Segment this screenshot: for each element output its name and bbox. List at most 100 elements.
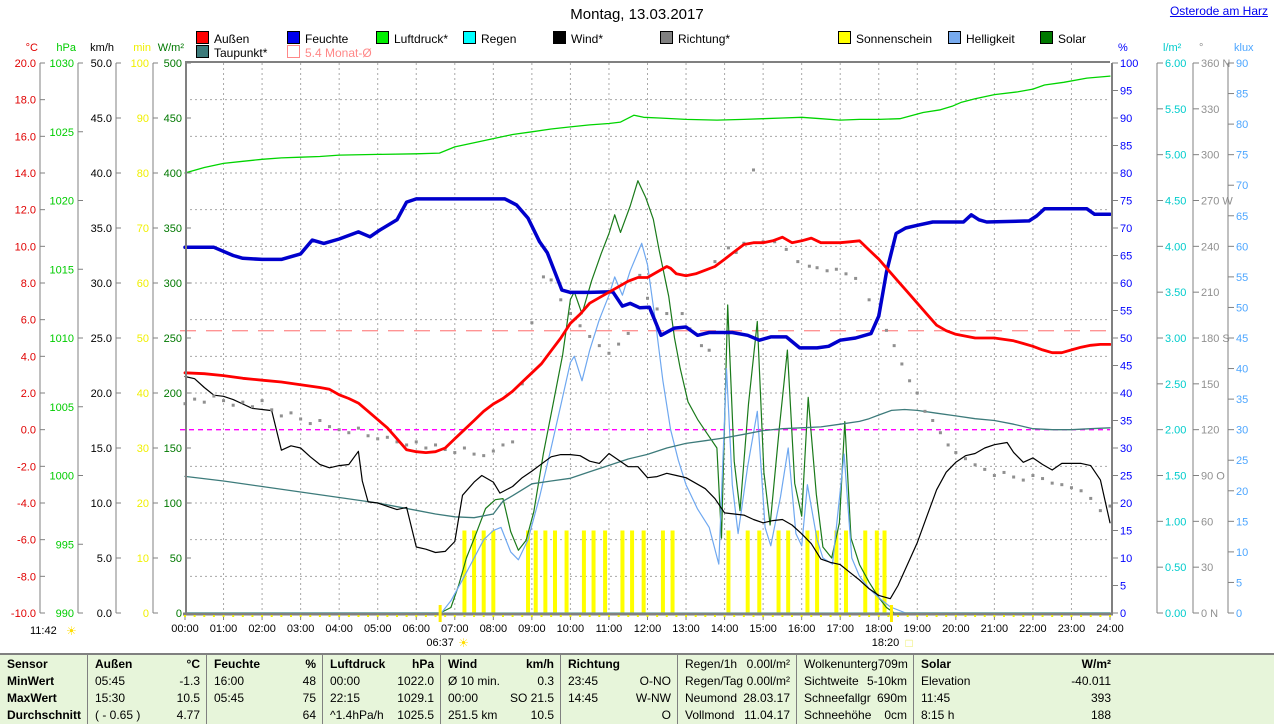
svg-text:25.0: 25.0 bbox=[91, 333, 112, 345]
svg-text:4.50: 4.50 bbox=[1165, 196, 1186, 208]
svg-text:95: 95 bbox=[1120, 86, 1132, 98]
svg-text:150: 150 bbox=[164, 443, 182, 455]
svg-text:0 N: 0 N bbox=[1201, 608, 1218, 620]
table-cell: 14:45 W-NW bbox=[568, 691, 671, 705]
svg-text:6.0: 6.0 bbox=[21, 315, 36, 327]
svg-text:70: 70 bbox=[137, 223, 149, 235]
svg-text:20: 20 bbox=[1120, 498, 1132, 510]
legend-item-monat[interactable]: 5.4 Monat-Ø bbox=[287, 45, 372, 60]
table-col-sensor: Sensor MinWert MaxWert Durchschnitt bbox=[0, 655, 87, 724]
legend-item-helligkeit[interactable]: Helligkeit bbox=[948, 31, 1015, 46]
table-cell: Wolkenunterg 709m bbox=[804, 657, 908, 671]
sun-markers: 06:37 ☀ 18:20 □ 11:42 ☀ bbox=[30, 605, 913, 650]
axis-temp: -10.0 -8.0 -6.0 -4.0 -2.0 0.0 2.0 4.0 6.0 8.0 10.0… bbox=[11, 42, 45, 620]
svg-text:1030: 1030 bbox=[50, 58, 74, 70]
svg-text:75: 75 bbox=[1236, 150, 1248, 162]
legend-swatch-regen-icon bbox=[463, 31, 476, 44]
svg-text:300: 300 bbox=[164, 278, 182, 290]
legend-label: Sonnenschein bbox=[856, 32, 933, 46]
svg-text:45: 45 bbox=[1120, 361, 1132, 373]
legend-label: Richtung* bbox=[678, 32, 731, 46]
svg-text:8.0: 8.0 bbox=[21, 278, 36, 290]
legend-item-richtung[interactable]: Richtung* bbox=[660, 31, 731, 46]
svg-text:1000: 1000 bbox=[50, 471, 74, 483]
svg-text:90: 90 bbox=[1120, 113, 1132, 125]
legend-item-taupunkt[interactable]: Taupunkt* bbox=[196, 45, 267, 60]
svg-text:13:00: 13:00 bbox=[672, 623, 700, 635]
legend-swatch-taupunkt-icon bbox=[196, 45, 209, 58]
table-cell: Elevation -40.011 bbox=[921, 674, 1111, 688]
axis-lm2: 0.00 0.50 1.00 1.50 2.00 2.50 3.00 3.50 4.00 4.50… bbox=[1156, 42, 1186, 620]
legend-item-aussen[interactable]: Außen bbox=[196, 31, 249, 46]
svg-text:-4.0: -4.0 bbox=[17, 498, 36, 510]
legend-item-wind[interactable]: Wind* bbox=[553, 31, 603, 46]
table-cell: ^1.4hPa/h 1025.5 bbox=[330, 708, 434, 722]
svg-text:250: 250 bbox=[164, 333, 182, 345]
svg-text:0: 0 bbox=[1236, 608, 1242, 620]
legend-label: Feuchte bbox=[305, 32, 349, 46]
svg-text:60: 60 bbox=[1201, 516, 1213, 528]
svg-text:25: 25 bbox=[1236, 455, 1248, 467]
svg-text:15:00: 15:00 bbox=[749, 623, 777, 635]
svg-text:20:00: 20:00 bbox=[942, 623, 970, 635]
svg-text:10.0: 10.0 bbox=[15, 241, 36, 253]
svg-text:60: 60 bbox=[1236, 241, 1248, 253]
legend-item-solar[interactable]: Solar bbox=[1040, 31, 1087, 46]
page-title: Montag, 13.03.2017 bbox=[570, 6, 704, 23]
legend-swatch-solar-icon bbox=[1040, 31, 1053, 44]
x-axis: 00:00 01:00 02:00 03:00 04:00 05:00 06:00 07:00… bbox=[171, 615, 1124, 635]
legend-item-luftdruck[interactable]: Luftdruck* bbox=[376, 31, 448, 46]
svg-text:40: 40 bbox=[137, 388, 149, 400]
svg-text:12:00: 12:00 bbox=[634, 623, 662, 635]
svg-text:30: 30 bbox=[1120, 443, 1132, 455]
svg-text:35: 35 bbox=[1236, 394, 1248, 406]
svg-text:50: 50 bbox=[1236, 302, 1248, 314]
series-richtung bbox=[183, 168, 1112, 513]
svg-text:90: 90 bbox=[1236, 58, 1248, 70]
series-wind bbox=[184, 375, 1111, 600]
table-cell: 15:30 10.5 bbox=[95, 691, 200, 705]
svg-text:20.0: 20.0 bbox=[15, 58, 36, 70]
table-cell: 00:00 SO 21.5 bbox=[448, 691, 554, 705]
svg-text:0.50: 0.50 bbox=[1165, 562, 1186, 574]
table-row-header: MaxWert bbox=[7, 691, 57, 705]
series-solar bbox=[184, 180, 1111, 614]
series-helligkeit bbox=[184, 242, 1111, 614]
svg-text:50.0: 50.0 bbox=[91, 58, 112, 70]
legend-label: Solar bbox=[1058, 32, 1087, 46]
svg-text:14.0: 14.0 bbox=[15, 168, 36, 180]
svg-text:55: 55 bbox=[1236, 272, 1248, 284]
svg-text:15.0: 15.0 bbox=[91, 443, 112, 455]
svg-text:0.0: 0.0 bbox=[21, 425, 36, 437]
svg-text:5: 5 bbox=[1236, 577, 1242, 589]
legend-swatch-feuchte-icon bbox=[287, 31, 300, 44]
svg-text:5: 5 bbox=[1120, 581, 1126, 593]
table-cell: Richtung bbox=[568, 657, 620, 671]
table-cell: 251.5 km 10.5 bbox=[448, 708, 554, 722]
svg-text:19:00: 19:00 bbox=[904, 623, 932, 635]
station-link[interactable]: Osterode am Harz bbox=[1169, 4, 1268, 18]
svg-text:45.0: 45.0 bbox=[91, 113, 112, 125]
svg-text:85: 85 bbox=[1236, 89, 1248, 101]
table-cell: 8:15 h 188 bbox=[921, 708, 1111, 722]
svg-text:210: 210 bbox=[1201, 287, 1219, 299]
legend-swatch-richtung-icon bbox=[660, 31, 673, 44]
svg-text:60: 60 bbox=[1120, 278, 1132, 290]
table-cell: Regen/1h 0.00l/m² bbox=[685, 657, 790, 671]
legend-item-feuchte[interactable]: Feuchte bbox=[287, 31, 349, 46]
table-cell: Schneefallgr 690m bbox=[804, 691, 907, 705]
svg-text:1005: 1005 bbox=[50, 402, 74, 414]
svg-text:150: 150 bbox=[1201, 379, 1219, 391]
svg-text:km/h: km/h bbox=[90, 42, 114, 54]
legend-item-sonnenschein[interactable]: Sonnenschein bbox=[838, 31, 933, 46]
legend-swatch-aussen-icon bbox=[196, 31, 209, 44]
svg-text:hPa: hPa bbox=[56, 42, 76, 54]
svg-text:40: 40 bbox=[1120, 388, 1132, 400]
table-row-header: MinWert bbox=[7, 674, 55, 688]
svg-text:03:00: 03:00 bbox=[287, 623, 315, 635]
svg-text:20.0: 20.0 bbox=[91, 388, 112, 400]
legend-item-regen[interactable]: Regen bbox=[463, 31, 516, 46]
svg-text:22:00: 22:00 bbox=[1019, 623, 1047, 635]
svg-text:klux: klux bbox=[1234, 42, 1254, 54]
svg-text:15: 15 bbox=[1236, 516, 1248, 528]
